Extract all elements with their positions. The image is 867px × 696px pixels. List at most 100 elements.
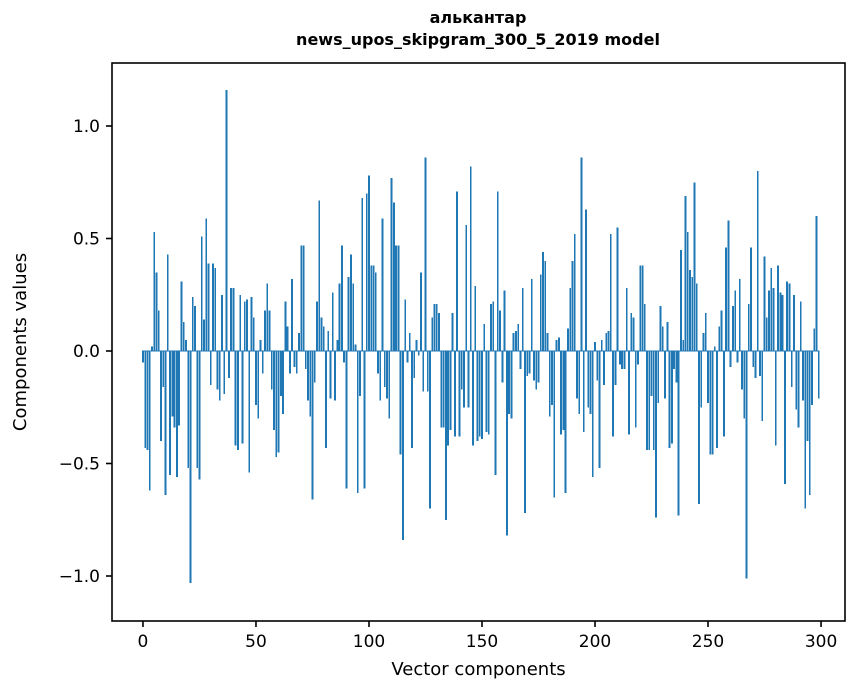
bar	[309, 351, 312, 417]
bar	[336, 339, 339, 351]
bar	[548, 351, 551, 417]
bar	[390, 177, 393, 351]
bar	[743, 351, 746, 419]
bar	[530, 279, 533, 351]
bar	[499, 310, 501, 351]
bar	[166, 254, 169, 351]
bar	[426, 351, 429, 392]
bar	[356, 351, 359, 493]
bar	[661, 326, 664, 351]
bar	[582, 351, 585, 432]
bar	[501, 351, 504, 383]
bar	[564, 351, 567, 493]
bar	[578, 351, 581, 414]
bar	[580, 157, 583, 351]
bar	[205, 218, 208, 351]
bar	[214, 267, 217, 351]
bar	[329, 351, 332, 399]
bar	[164, 351, 167, 495]
bar	[469, 166, 472, 351]
bar	[772, 288, 775, 351]
bar	[291, 279, 294, 351]
bar	[682, 339, 685, 351]
bar	[264, 310, 266, 351]
bar	[386, 351, 388, 399]
bar	[600, 339, 603, 351]
bar	[589, 351, 592, 414]
bar	[623, 351, 626, 369]
bar	[311, 351, 314, 500]
bar	[734, 290, 737, 351]
bar	[194, 306, 196, 351]
bar	[695, 283, 698, 351]
bar	[614, 351, 617, 385]
bar	[151, 346, 153, 351]
chart-title: алькантар news_upos_skipgram_300_5_2019 …	[296, 7, 660, 51]
bar	[275, 351, 278, 457]
axes-spines	[111, 62, 846, 622]
bar	[492, 301, 495, 351]
bar	[429, 351, 431, 509]
bar	[157, 310, 160, 351]
x-tick-label: 50	[245, 632, 267, 652]
bar	[417, 351, 420, 356]
bar	[189, 351, 192, 583]
bar	[625, 288, 628, 351]
bar	[257, 351, 260, 419]
bar	[806, 351, 809, 441]
bar	[388, 351, 391, 419]
bar	[811, 351, 813, 405]
bar	[517, 324, 520, 351]
bar	[630, 312, 633, 351]
bar	[790, 351, 793, 387]
bar	[420, 272, 422, 351]
bar	[566, 328, 569, 351]
bar	[770, 267, 773, 351]
bar	[270, 351, 273, 390]
bar	[725, 247, 728, 351]
bar	[483, 324, 486, 351]
bar	[142, 351, 144, 363]
bar	[729, 351, 732, 367]
bar	[573, 234, 576, 351]
bar	[718, 326, 721, 351]
bar	[652, 351, 655, 450]
bar	[689, 270, 691, 351]
bar	[146, 351, 149, 450]
bar	[585, 209, 587, 351]
bar	[397, 245, 400, 351]
bar	[808, 351, 811, 495]
bar	[343, 351, 346, 363]
bar	[474, 285, 477, 351]
bar	[478, 351, 481, 437]
bar	[401, 351, 404, 540]
bar	[666, 321, 669, 351]
bar	[741, 351, 743, 390]
bar	[646, 351, 648, 450]
bar	[345, 351, 348, 489]
bar	[422, 351, 425, 392]
bar	[322, 326, 325, 351]
bar	[236, 351, 239, 450]
bar	[648, 351, 651, 450]
bar	[691, 276, 694, 351]
bar	[535, 351, 538, 390]
bar	[528, 351, 531, 374]
bar	[227, 351, 230, 378]
bar	[359, 351, 361, 396]
bar	[675, 351, 678, 383]
bar	[225, 90, 228, 351]
bar	[379, 351, 382, 401]
bar	[781, 294, 784, 351]
bar	[555, 339, 558, 351]
y-tick-label: 1.0	[73, 117, 100, 137]
bar	[745, 351, 748, 579]
bar	[774, 351, 777, 446]
bar	[571, 261, 574, 351]
bar	[716, 351, 718, 448]
bar	[350, 254, 352, 351]
bar	[598, 351, 601, 468]
bar	[750, 247, 752, 351]
bar	[799, 301, 802, 351]
bar	[266, 283, 269, 351]
